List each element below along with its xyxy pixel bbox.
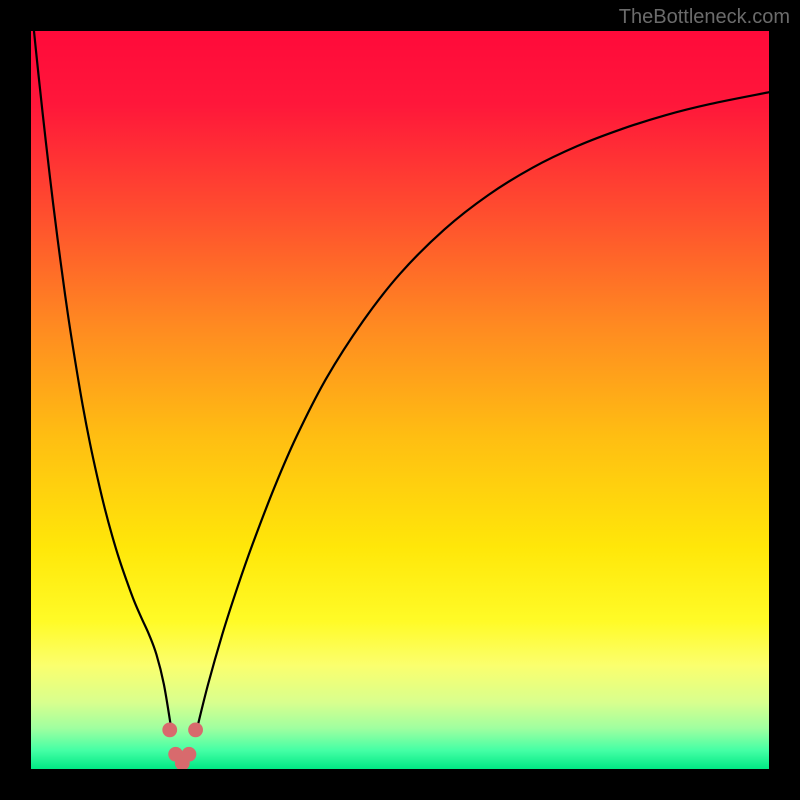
plot-area xyxy=(31,31,769,769)
watermark-text: TheBottleneck.com xyxy=(619,6,790,29)
chart-svg xyxy=(0,0,800,800)
chart-container: TheBottleneck.com xyxy=(0,0,800,800)
marker-peg xyxy=(188,722,203,737)
marker-peg xyxy=(162,722,177,737)
marker-peg xyxy=(182,747,197,762)
